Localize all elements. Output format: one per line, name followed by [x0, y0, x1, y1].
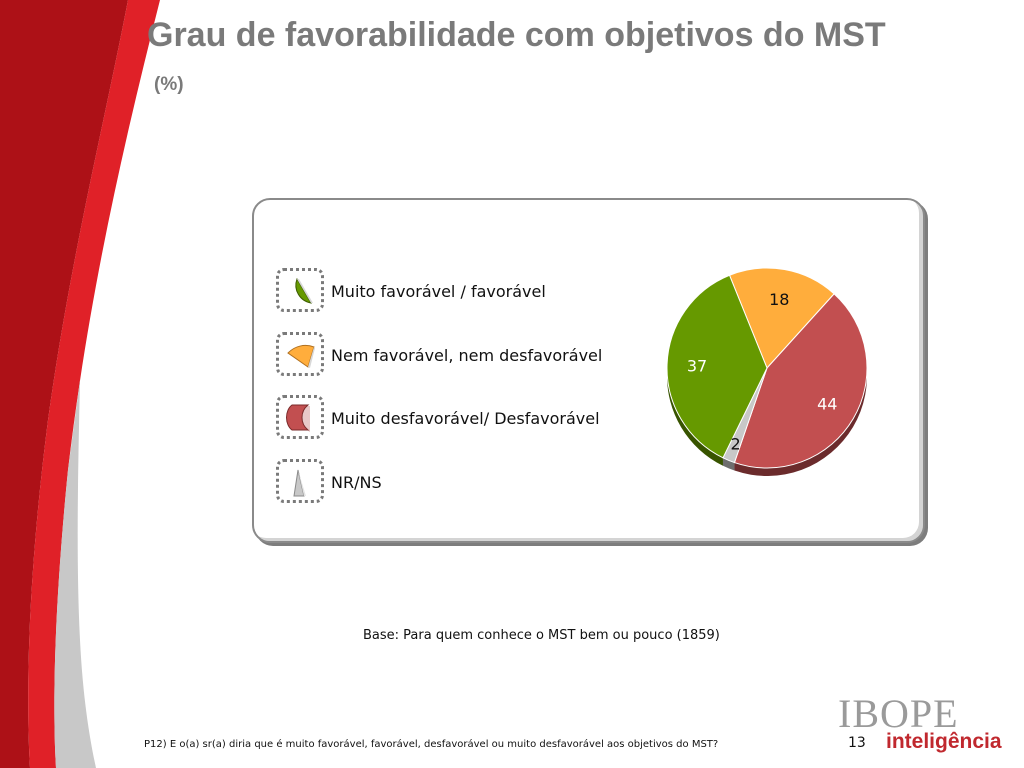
- brand-logo-sub: inteligência: [886, 730, 1002, 753]
- legend-swatch-favoravel: [276, 268, 324, 312]
- legend-label: Muito desfavorável/ Desfavorável: [331, 409, 600, 428]
- legend-label: Muito favorável / favorável: [331, 282, 546, 301]
- data-label-favoravel: 37: [687, 356, 707, 375]
- data-label-nem: 18: [769, 290, 789, 309]
- page-number: 13: [848, 735, 866, 751]
- legend-label: NR/NS: [331, 473, 382, 492]
- legend-swatch-desfavoravel: [276, 395, 324, 439]
- legend-label: Nem favorável, nem desfavorável: [331, 346, 603, 365]
- pie-chart: 18 44 2 37: [666, 268, 868, 476]
- page-subtitle: (%): [154, 74, 184, 95]
- page-title: Grau de favorabilidade com objetivos do …: [147, 16, 886, 54]
- green-pie-slice-icon: [295, 277, 313, 304]
- slice-nem: [728, 268, 835, 369]
- slice-nrns-side: [722, 457, 735, 471]
- slice-favoravel: [666, 274, 768, 459]
- brand-logo: IBOPE: [838, 691, 959, 736]
- orange-pie-slice-icon: [287, 344, 315, 368]
- base-note: Base: Para quem conhece o MST bem ou pou…: [363, 628, 720, 643]
- legend-swatch-nem: [276, 332, 324, 376]
- question-footnote: P12) E o(a) sr(a) diria que é muito favo…: [144, 739, 719, 750]
- legend-swatch-nrns: [276, 459, 324, 503]
- data-label-desfavoravel: 44: [817, 395, 837, 414]
- red-pie-slice-icon: [286, 404, 310, 432]
- gray-pie-slice-icon: [293, 469, 306, 497]
- data-label-nrns: 2: [730, 435, 740, 454]
- slice-desfavoravel: [733, 293, 868, 469]
